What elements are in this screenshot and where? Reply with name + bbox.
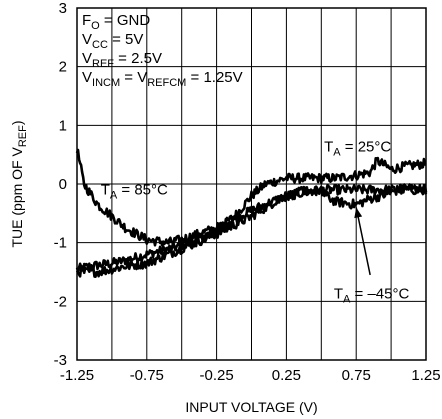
pointer-line: [355, 207, 371, 276]
condition-1-sub: O: [91, 20, 100, 32]
condition-4-end: = V: [120, 69, 147, 86]
x-tick-label: -1.25: [60, 367, 94, 384]
series-label-3-sub: A: [343, 293, 351, 305]
condition-1-end: = GND: [100, 12, 151, 29]
y-tick-label: 0: [59, 176, 67, 193]
series-label-2: TA = 85°C: [101, 182, 168, 202]
condition-line-4: VINCM = VREFCM = 1.25V: [82, 69, 243, 89]
y-tick-label: -3: [54, 352, 67, 369]
condition-2-end: = 5V: [108, 31, 143, 48]
series-label-2-sub: A: [110, 190, 118, 202]
condition-line-1: FO = GND: [82, 12, 150, 32]
x-tick-label: 0.75: [342, 367, 371, 384]
condition-3-sub: REF: [92, 58, 114, 70]
series-label-3-main: T: [334, 285, 343, 302]
annotation-layer: TA = 25°CTA = 85°CTA = –45°C: [101, 139, 410, 306]
x-tick-labels: -1.25 -0.75 -0.25 0.25 0.75 1.25: [60, 367, 441, 384]
condition-2-sub: CC: [92, 39, 108, 51]
x-tick-label: -0.75: [130, 367, 164, 384]
series-line-1: [75, 156, 427, 273]
series-label-1-end: = 25°C: [341, 139, 392, 156]
condition-3-end: = 2.5V: [114, 50, 162, 67]
series-layer: [75, 148, 428, 278]
y-axis-label-end: ): [9, 120, 25, 125]
series-label-3-end: = –45°C: [350, 285, 409, 302]
y-tick-label: -1: [54, 235, 67, 252]
series-label-3: TA = –45°C: [334, 285, 410, 305]
pointer-arrowhead: [354, 207, 363, 219]
y-tick-label: 1: [59, 117, 67, 134]
condition-1-main: F: [82, 12, 91, 29]
condition-line-2: VCC = 5V: [82, 31, 143, 51]
y-tick-label: 3: [59, 0, 67, 17]
condition-4-main: V: [82, 69, 92, 86]
condition-4-end2: = 1.25V: [186, 69, 242, 86]
series-label-2-main: T: [101, 182, 110, 199]
plot-frame: [76, 7, 427, 361]
series-line-2: [75, 148, 428, 247]
condition-line-3: VREF = 2.5V: [82, 50, 162, 70]
x-axis-label: INPUT VOLTAGE (V): [185, 399, 317, 415]
y-axis-label-main: TUE (ppm OF V: [9, 147, 25, 248]
y-tick-labels: 3 2 1 0 -1 -2 -3: [54, 0, 67, 369]
y-tick-label: -2: [54, 293, 67, 310]
series-label-1-main: T: [324, 139, 333, 156]
condition-2-main: V: [82, 31, 92, 48]
x-tick-label: 1.25: [411, 367, 440, 384]
series-label-1-sub: A: [333, 147, 341, 159]
y-axis-label-sub: REF: [17, 125, 29, 147]
series-line-3: [75, 183, 428, 278]
series-label-2-end: = 85°C: [117, 182, 168, 199]
series-label-1: TA = 25°C: [324, 139, 391, 159]
grid: [77, 8, 426, 360]
condition-4-sub: INCM: [92, 77, 120, 89]
condition-4-sub2: REFCM: [147, 77, 186, 89]
x-tick-label: 0.25: [272, 367, 301, 384]
y-tick-label: 2: [59, 59, 67, 76]
x-tick-label: -0.25: [199, 367, 233, 384]
y-axis-label: TUE (ppm OF VREF): [9, 120, 29, 247]
condition-3-main: V: [82, 50, 92, 67]
